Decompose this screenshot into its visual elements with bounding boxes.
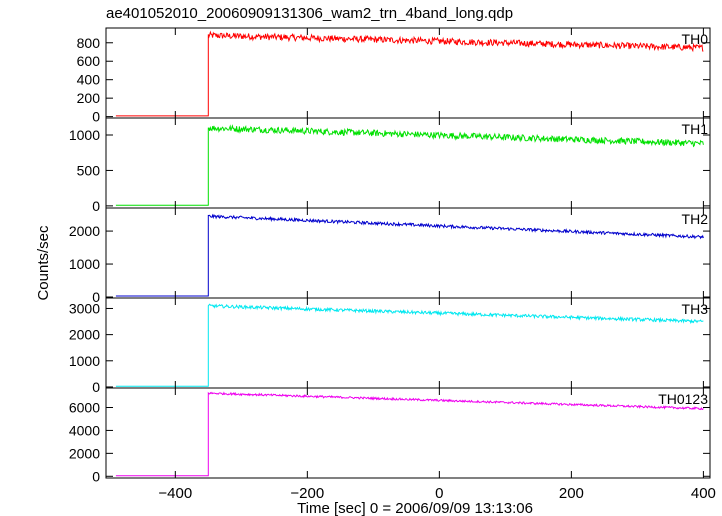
panel-label: TH3 — [682, 301, 709, 317]
x-tick-label: −400 — [158, 485, 192, 502]
x-tick-label: 400 — [691, 485, 716, 502]
y-tick-label: 1000 — [69, 353, 100, 369]
panel-th0: 0 200 400 600 800 TH0 — [77, 27, 711, 125]
series-line-th0123 — [115, 391, 704, 477]
y-tick-label: 0 — [92, 198, 100, 214]
y-tick-label: 0 — [92, 289, 100, 305]
y-tick-label: 2000 — [69, 223, 100, 239]
panel-th3: 0 1000 2000 3000 TH3 — [69, 297, 711, 395]
y-tick-label: 0 — [92, 468, 100, 484]
panel-frame — [105, 27, 711, 119]
series-line-th1 — [115, 124, 704, 206]
panel-th0123: 0 2000 4000 6000 TH0123 — [69, 387, 711, 484]
x-tick-label: −200 — [290, 485, 324, 502]
y-tick-label: 0 — [92, 379, 100, 395]
y-tick-label: 0 — [92, 109, 100, 125]
y-tick-label: 1000 — [69, 127, 100, 143]
x-axis-label: Time [sec] 0 = 2006/09/09 13:13:06 — [297, 500, 533, 516]
y-tick-label: 400 — [77, 72, 101, 88]
y-tick-label: 3000 — [69, 300, 100, 316]
y-axis-label: Counts/sec — [35, 225, 52, 301]
chart-title: ae401052010_20060909131306_wam2_trn_4ban… — [106, 5, 513, 22]
panel-label: TH1 — [682, 121, 709, 137]
series-line-th0 — [115, 30, 704, 117]
panel-frame — [105, 207, 711, 299]
x-tick-label: 0 — [435, 485, 443, 502]
y-tick-label: 1000 — [69, 256, 100, 272]
y-tick-label: 600 — [77, 53, 101, 69]
y-tick-label: 2000 — [69, 445, 100, 461]
panel-th1: 0 500 1000 TH1 — [69, 117, 711, 214]
panel-label: TH2 — [682, 211, 709, 227]
y-tick-label: 6000 — [69, 399, 100, 415]
panel-label: TH0123 — [658, 391, 708, 407]
y-tick-label: 200 — [77, 90, 101, 106]
series-line-th2 — [115, 213, 704, 297]
panel-frame — [105, 387, 711, 479]
y-tick-label: 800 — [77, 35, 101, 51]
y-tick-label: 2000 — [69, 327, 100, 343]
series-line-th3 — [115, 303, 704, 387]
panel-label: TH0 — [682, 31, 709, 47]
y-tick-label: 4000 — [69, 422, 100, 438]
panel-th2: 0 1000 2000 TH2 — [69, 207, 711, 305]
x-tick-label: 200 — [559, 485, 584, 502]
y-tick-label: 500 — [77, 162, 101, 178]
